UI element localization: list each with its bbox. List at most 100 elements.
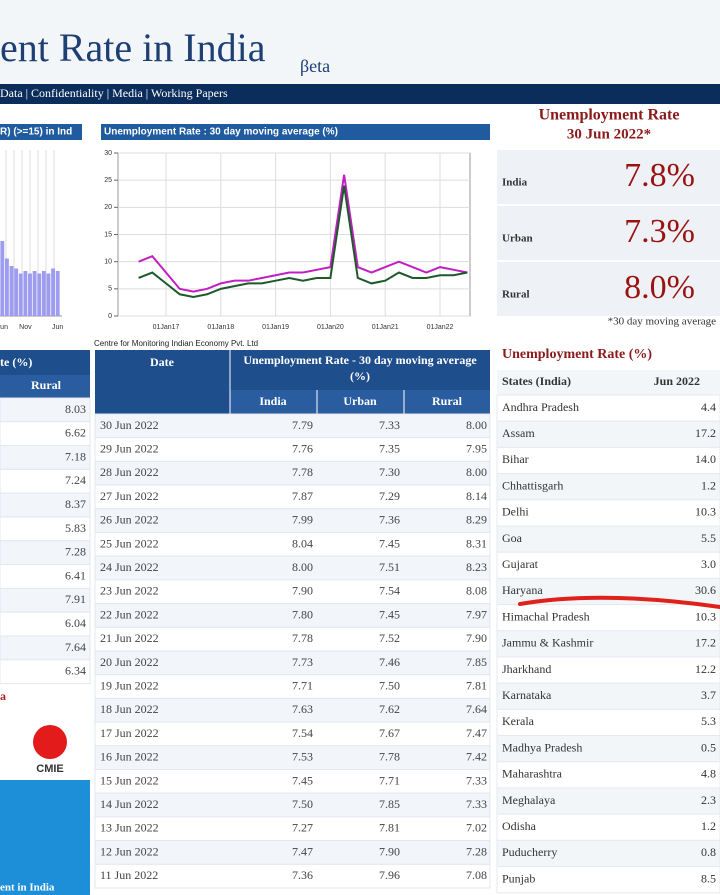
logo-text: CMIE xyxy=(36,763,64,775)
state-value: 17.2 xyxy=(695,426,716,440)
bar xyxy=(46,273,51,316)
summary-title: Unemployment Rate xyxy=(539,107,680,124)
value-cell: 7.96 xyxy=(379,868,400,882)
cell: 8.03 xyxy=(65,402,86,416)
banner[interactable] xyxy=(0,780,90,895)
cell: 7.24 xyxy=(65,473,86,487)
cell: 5.83 xyxy=(65,521,86,535)
row-bg xyxy=(94,863,491,889)
state-name: Madhya Pradesh xyxy=(502,740,582,754)
state-value: 17.2 xyxy=(695,636,716,650)
value-cell: 7.78 xyxy=(292,465,313,479)
value-cell: 7.33 xyxy=(466,773,487,787)
value-cell: 7.51 xyxy=(379,560,400,574)
value-cell: 7.29 xyxy=(379,489,400,503)
cell: 6.41 xyxy=(65,568,86,582)
summary-value: 7.3% xyxy=(624,213,695,250)
value-cell: 7.76 xyxy=(292,441,313,455)
subcolumn-header: Urban xyxy=(343,394,377,408)
value-cell: 7.85 xyxy=(466,655,487,669)
x-tick-label: Jun xyxy=(52,324,63,331)
state-name: Odisha xyxy=(502,819,537,833)
bar xyxy=(41,271,46,316)
section-label: a xyxy=(0,689,6,703)
date-cell: 28 Jun 2022 xyxy=(100,465,159,479)
x-tick-label: 01Jan19 xyxy=(262,324,289,331)
state-value: 3.0 xyxy=(701,557,716,571)
cell: 6.34 xyxy=(65,664,86,678)
date-cell: 30 Jun 2022 xyxy=(100,418,159,432)
row-bg xyxy=(496,708,720,737)
value-cell: 7.33 xyxy=(466,797,487,811)
column-header: Rural xyxy=(31,378,62,392)
y-tick-label: 20 xyxy=(104,204,112,211)
state-value: 0.5 xyxy=(701,740,716,754)
x-tick-label: 01Jan21 xyxy=(372,324,399,331)
date-cell: 12 Jun 2022 xyxy=(100,844,159,858)
value-cell: 7.78 xyxy=(379,750,400,764)
y-tick-label: 15 xyxy=(104,231,112,238)
state-name: Andhra Pradesh xyxy=(502,400,579,414)
summary-value: 7.8% xyxy=(624,157,695,194)
y-tick-label: 0 xyxy=(108,313,112,320)
row-bg xyxy=(496,446,720,475)
state-name: Jharkhand xyxy=(502,662,551,676)
row-bg xyxy=(496,473,720,501)
value-cell: 7.30 xyxy=(379,465,400,479)
value-cell: 7.63 xyxy=(292,702,313,716)
subcolumn-header: Rural xyxy=(432,394,463,408)
cell: 7.18 xyxy=(65,449,86,463)
summary-date: 30 Jun 2022* xyxy=(567,126,651,142)
row-bg xyxy=(496,551,720,579)
row-bg xyxy=(496,735,720,763)
site-title: ent Rate in India xyxy=(0,25,266,70)
value-cell: 7.64 xyxy=(466,702,487,716)
value-cell: 8.00 xyxy=(466,418,487,432)
state-name: Himachal Pradesh xyxy=(502,609,590,623)
date-cell: 22 Jun 2022 xyxy=(100,607,159,621)
value-cell: 8.04 xyxy=(292,536,313,550)
value-cell: 7.08 xyxy=(466,868,487,882)
nav-links[interactable]: Data | Confidentiality | Media | Working… xyxy=(0,86,228,100)
value-cell: 7.95 xyxy=(466,441,487,455)
value-cell: 7.47 xyxy=(466,726,487,740)
header-wrap: Unemployment Rate - 30 day moving averag… xyxy=(243,353,476,383)
banner-text[interactable]: ent in India xyxy=(0,882,55,894)
value-cell: 7.80 xyxy=(292,607,313,621)
value-cell: 7.71 xyxy=(379,773,400,787)
chart-title: R) (>=15) in Ind xyxy=(0,127,72,138)
value-cell: 7.47 xyxy=(292,844,313,858)
value-cell: 7.45 xyxy=(292,773,313,787)
date-cell: 16 Jun 2022 xyxy=(100,750,159,764)
header-bg xyxy=(0,0,720,84)
summary-note: *30 day moving average xyxy=(608,316,717,328)
date-cell: 14 Jun 2022 xyxy=(100,797,159,811)
date-cell: 27 Jun 2022 xyxy=(100,489,159,503)
state-name: Goa xyxy=(502,531,523,545)
chart-title-bar xyxy=(0,124,82,140)
state-value: 5.5 xyxy=(701,531,716,545)
state-value: 10.3 xyxy=(695,609,716,623)
date-cell: 21 Jun 2022 xyxy=(100,631,159,645)
y-tick-label: 25 xyxy=(104,177,112,184)
cell: 8.37 xyxy=(65,497,86,511)
summary-box xyxy=(497,206,720,260)
state-value: 12.2 xyxy=(695,662,716,676)
value-cell: 7.27 xyxy=(292,821,313,835)
row-bg xyxy=(496,394,720,422)
state-name: Assam xyxy=(502,426,535,440)
bar xyxy=(0,241,5,316)
value-cell: 7.62 xyxy=(379,702,400,716)
y-tick-label: 30 xyxy=(104,150,112,157)
bar xyxy=(32,271,37,316)
summary-box xyxy=(497,262,720,316)
value-cell: 7.45 xyxy=(379,607,400,621)
cell: 6.04 xyxy=(65,616,86,630)
bar xyxy=(14,268,19,316)
row-bg xyxy=(496,604,720,632)
state-name: Puducherry xyxy=(502,845,557,859)
value-cell: 7.78 xyxy=(292,631,313,645)
table-subheader xyxy=(230,390,490,414)
table-header xyxy=(0,350,90,375)
state-value: 1.2 xyxy=(701,819,716,833)
